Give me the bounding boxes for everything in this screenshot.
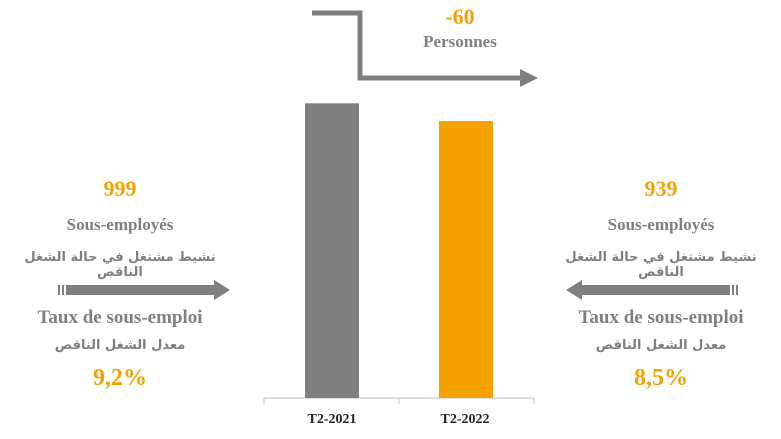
change-annotation: -60 Personnes	[360, 4, 560, 52]
right-label-ar: نشيط مشتغل في حالة الشغل الناقص	[565, 250, 757, 280]
category-label-2022: T2-2022	[440, 412, 490, 427]
change-step-arrow	[312, 10, 538, 87]
right-count: 939	[644, 176, 678, 201]
right-rate: 8,5%	[634, 365, 688, 391]
right-arrow-icon	[58, 280, 230, 300]
right-rate-label-ar: معدل الشغل الناقص	[595, 338, 727, 353]
category-label-2021: T2-2021	[307, 412, 357, 427]
right-label-fr: Sous-employés	[607, 215, 715, 234]
left-rate-label-ar: معدل الشغل الناقص	[54, 338, 186, 353]
left-label-ar: نشيط مشتغل في حالة الشغل الناقص	[24, 250, 216, 280]
left-label-fr: Sous-employés	[66, 215, 174, 234]
left-count: 999	[103, 176, 137, 201]
left-rate-label-fr: Taux de sous-emploi	[37, 307, 203, 328]
bar-T2-2021	[305, 103, 359, 398]
right-rate-label-fr: Taux de sous-emploi	[578, 307, 744, 328]
bar-T2-2022	[439, 120, 493, 398]
left-arrow-icon	[566, 280, 738, 300]
change-unit: Personnes	[423, 32, 497, 51]
change-value: -60	[445, 4, 475, 29]
left-rate: 9,2%	[93, 365, 147, 391]
